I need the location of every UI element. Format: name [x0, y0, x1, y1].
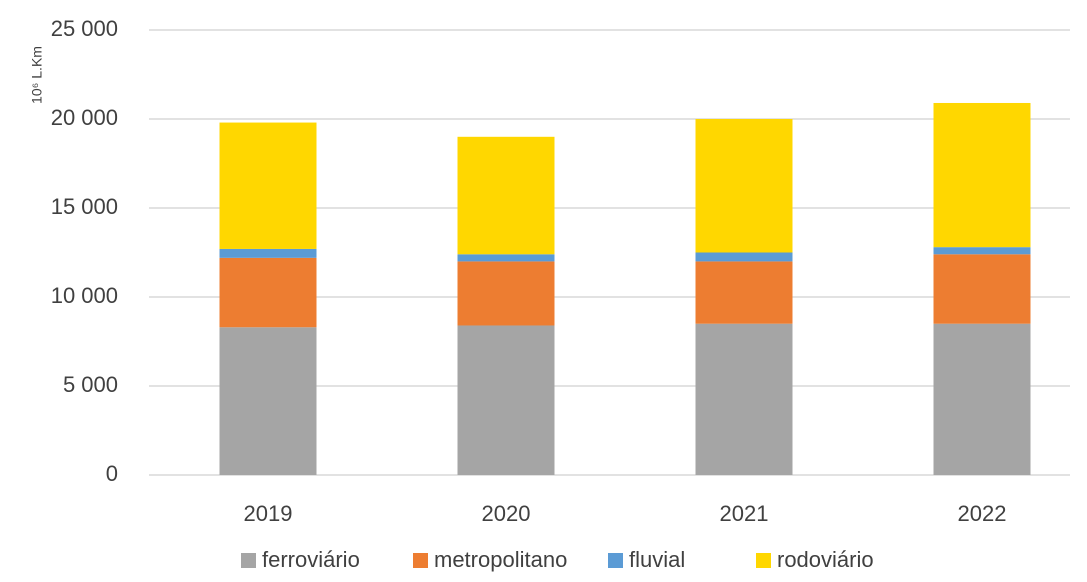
bar-segment	[933, 254, 1031, 324]
y-tick-label: 10 000	[51, 283, 118, 308]
bar-segment	[457, 136, 555, 255]
bar-segment	[457, 254, 555, 262]
bar-segment	[219, 122, 317, 249]
y-tick-label: 0	[106, 461, 118, 486]
legend-swatch	[608, 553, 623, 568]
bar-segment	[695, 261, 793, 324]
bar-segment	[219, 257, 317, 328]
y-axis-label: 10⁶ L.Km	[29, 46, 45, 104]
y-tick-label: 20 000	[51, 105, 118, 130]
bar-segment	[695, 119, 793, 253]
bar-segment	[219, 327, 317, 475]
y-tick-label: 5 000	[63, 372, 118, 397]
bar-segment	[695, 323, 793, 475]
x-tick-label: 2022	[958, 501, 1007, 526]
bar-segment	[933, 247, 1031, 255]
bar-segment	[457, 325, 555, 475]
x-tick-label: 2020	[482, 501, 531, 526]
x-tick-label: 2021	[720, 501, 769, 526]
legend-label: fluvial	[629, 547, 685, 572]
bar-segment	[933, 102, 1031, 248]
y-tick-label: 15 000	[51, 194, 118, 219]
legend-swatch	[241, 553, 256, 568]
legend-label: rodoviário	[777, 547, 874, 572]
legend-swatch	[756, 553, 771, 568]
bar-segment	[219, 248, 317, 258]
y-tick-label: 25 000	[51, 16, 118, 41]
bar-segment	[457, 261, 555, 326]
legend-label: ferroviário	[262, 547, 360, 572]
legend-swatch	[413, 553, 428, 568]
bar-segment	[695, 252, 793, 262]
bar-segment	[933, 323, 1031, 475]
x-tick-label: 2019	[244, 501, 293, 526]
legend-label: metropolitano	[434, 547, 567, 572]
